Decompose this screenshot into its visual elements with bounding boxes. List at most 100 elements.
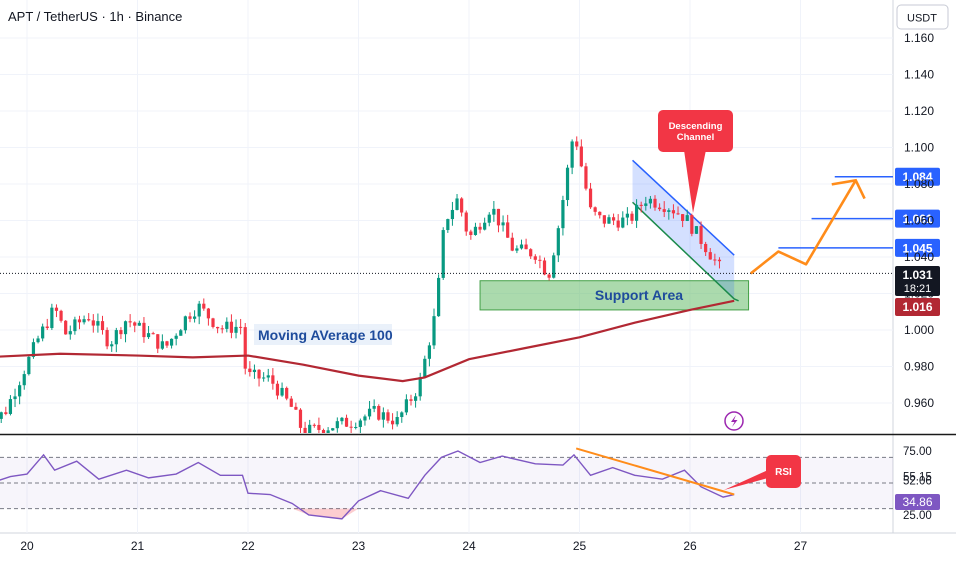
- candle-body: [216, 326, 220, 329]
- rsi-divergence-line[interactable]: [575, 447, 735, 496]
- candle-body: [460, 198, 464, 213]
- candle-body: [229, 321, 234, 333]
- candle-body: [114, 330, 118, 345]
- candle-body: [464, 212, 468, 232]
- candle-body: [36, 338, 40, 343]
- candle-body: [639, 204, 643, 206]
- candle-body: [317, 424, 321, 430]
- candle-body: [450, 209, 455, 220]
- candle-body: [492, 208, 496, 215]
- candle-body: [400, 412, 404, 418]
- candle-body: [634, 204, 639, 221]
- candle-body: [519, 244, 524, 249]
- currency-button[interactable]: USDT: [896, 4, 949, 30]
- candle-body: [694, 226, 699, 234]
- price-tick-label: 1.160: [904, 31, 934, 45]
- channel-upper-line[interactable]: [632, 159, 735, 256]
- candle-body: [377, 405, 381, 420]
- last-price-badge: 1.031 18:21: [895, 266, 940, 296]
- candle-body: [630, 213, 634, 221]
- candle-body: [197, 303, 201, 317]
- candle-body: [151, 333, 155, 335]
- descending-channel[interactable]: [632, 159, 739, 302]
- candle-body: [676, 213, 680, 215]
- candle-body: [331, 428, 335, 431]
- main-pane: [0, 0, 893, 433]
- price-tick-label: 0.960: [904, 396, 934, 410]
- candle-body: [234, 326, 238, 333]
- candle-body: [303, 427, 307, 433]
- rsi-oversold-fill: [292, 508, 359, 519]
- support-zone[interactable]: [479, 280, 750, 311]
- target-lines[interactable]: 1.045 1.061 1.084: [0, 167, 940, 274]
- callout-text: Channel: [677, 132, 714, 143]
- candle-body: [179, 330, 183, 336]
- candle-body: [206, 308, 211, 319]
- channel-lower-line[interactable]: [632, 201, 735, 300]
- candle-body: [506, 222, 510, 238]
- candle-body: [390, 420, 395, 425]
- candle-body: [285, 387, 289, 399]
- candle-body: [598, 211, 602, 216]
- channel-lower-extension[interactable]: [733, 298, 739, 302]
- candle-body: [579, 146, 583, 167]
- candle-body: [648, 198, 653, 204]
- time-tick-label: 27: [794, 539, 808, 553]
- candle-body: [275, 383, 280, 396]
- candle-body: [225, 321, 229, 329]
- candle-body: [100, 321, 105, 331]
- candle-body: [146, 333, 151, 338]
- candle-body: [137, 322, 141, 326]
- projection-line[interactable]: [749, 179, 857, 275]
- rsi-callout-text: RSI: [775, 467, 792, 478]
- candle-body: [54, 307, 59, 311]
- time-tick-label: 23: [352, 539, 366, 553]
- candle-body: [22, 374, 26, 386]
- candle-body: [478, 226, 482, 230]
- candle-body: [681, 214, 685, 221]
- candle-body: [294, 406, 298, 410]
- candle-body: [45, 326, 49, 329]
- candle-body: [552, 255, 556, 278]
- candle-body: [515, 248, 519, 251]
- candle-body: [312, 424, 316, 426]
- candle-body: [271, 375, 275, 384]
- candle-body: [446, 219, 450, 231]
- rsi-callout[interactable]: RSI: [724, 455, 801, 490]
- currency-button-label[interactable]: USDT: [907, 13, 937, 25]
- lightning-icon[interactable]: [724, 411, 744, 431]
- candle-body: [671, 210, 676, 214]
- candle-body: [123, 321, 128, 335]
- candle-body: [662, 209, 666, 212]
- target-badge-text: 1.045: [902, 241, 932, 255]
- symbol-title: APT / TetherUS · 1h · Binance: [8, 9, 182, 24]
- ma-line: [0, 299, 735, 383]
- target-badge-1.084: [895, 167, 940, 186]
- candle-body: [156, 334, 160, 349]
- channel-fill[interactable]: [632, 160, 735, 299]
- candle-body: [252, 369, 257, 373]
- candle-body: [483, 222, 487, 230]
- candle-body: [18, 385, 22, 397]
- candle-body: [717, 259, 722, 262]
- candle-body: [289, 398, 293, 407]
- candle-body: [593, 207, 597, 212]
- candle-body: [542, 260, 547, 275]
- candle-body: [59, 310, 63, 321]
- candle-body: [110, 344, 114, 347]
- candle-body: [41, 326, 45, 339]
- projection-path[interactable]: [749, 178, 866, 275]
- candle-body: [547, 274, 551, 278]
- candle-body: [625, 213, 629, 218]
- support-zone-rect[interactable]: [479, 280, 750, 311]
- callout-pointer: [684, 150, 706, 213]
- currency-button-frame[interactable]: [896, 4, 949, 30]
- candle-body: [423, 358, 427, 378]
- ma-label[interactable]: Moving AVerage 100: [254, 324, 393, 345]
- rsi-callout-pointer: [724, 470, 768, 490]
- rsi-value-badge-bg: [895, 494, 940, 510]
- candle-body: [308, 424, 312, 433]
- projection-arrowhead[interactable]: [831, 178, 866, 200]
